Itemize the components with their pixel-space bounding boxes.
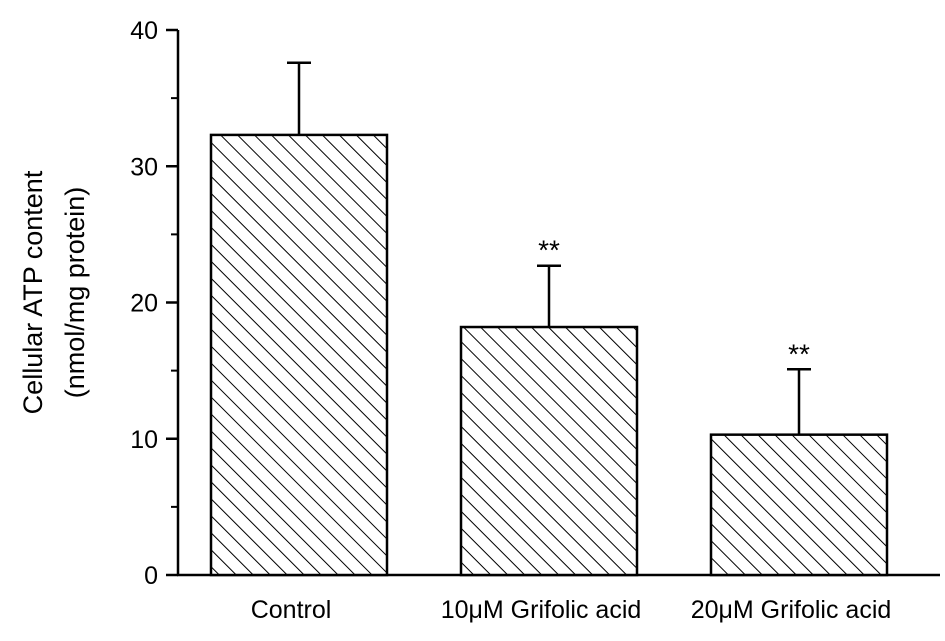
x-tick-label: 20μM Grifolic acid	[691, 596, 892, 624]
significance-label: **	[538, 235, 560, 266]
x-tick-label: Control	[251, 596, 332, 624]
y-axis-title-line: Cellular ATP content	[18, 170, 48, 414]
y-tick-label: 30	[130, 153, 158, 181]
error-bars	[287, 61, 811, 435]
bars	[209, 133, 889, 577]
bar	[459, 325, 639, 577]
x-tick-labels: Control 10μM Grifolic acid 20μM Grifolic a…	[251, 596, 892, 624]
significance-label: **	[788, 338, 810, 369]
y-axis-title: Cellular ATP content (nmol/mg protein)	[18, 170, 90, 414]
y-tick-label: 10	[130, 426, 158, 454]
significance-labels: ** **	[538, 235, 810, 370]
y-tick-label: 20	[130, 290, 158, 318]
bar	[209, 133, 389, 577]
y-axis-title-line: (nmol/mg protein)	[60, 187, 90, 399]
y-ticks: 0 10 20 30 40	[130, 17, 178, 590]
y-tick-label: 40	[130, 17, 158, 45]
y-tick-label: 0	[144, 562, 158, 590]
x-tick-label: 10μM Grifolic acid	[441, 596, 642, 624]
bar	[709, 433, 889, 577]
